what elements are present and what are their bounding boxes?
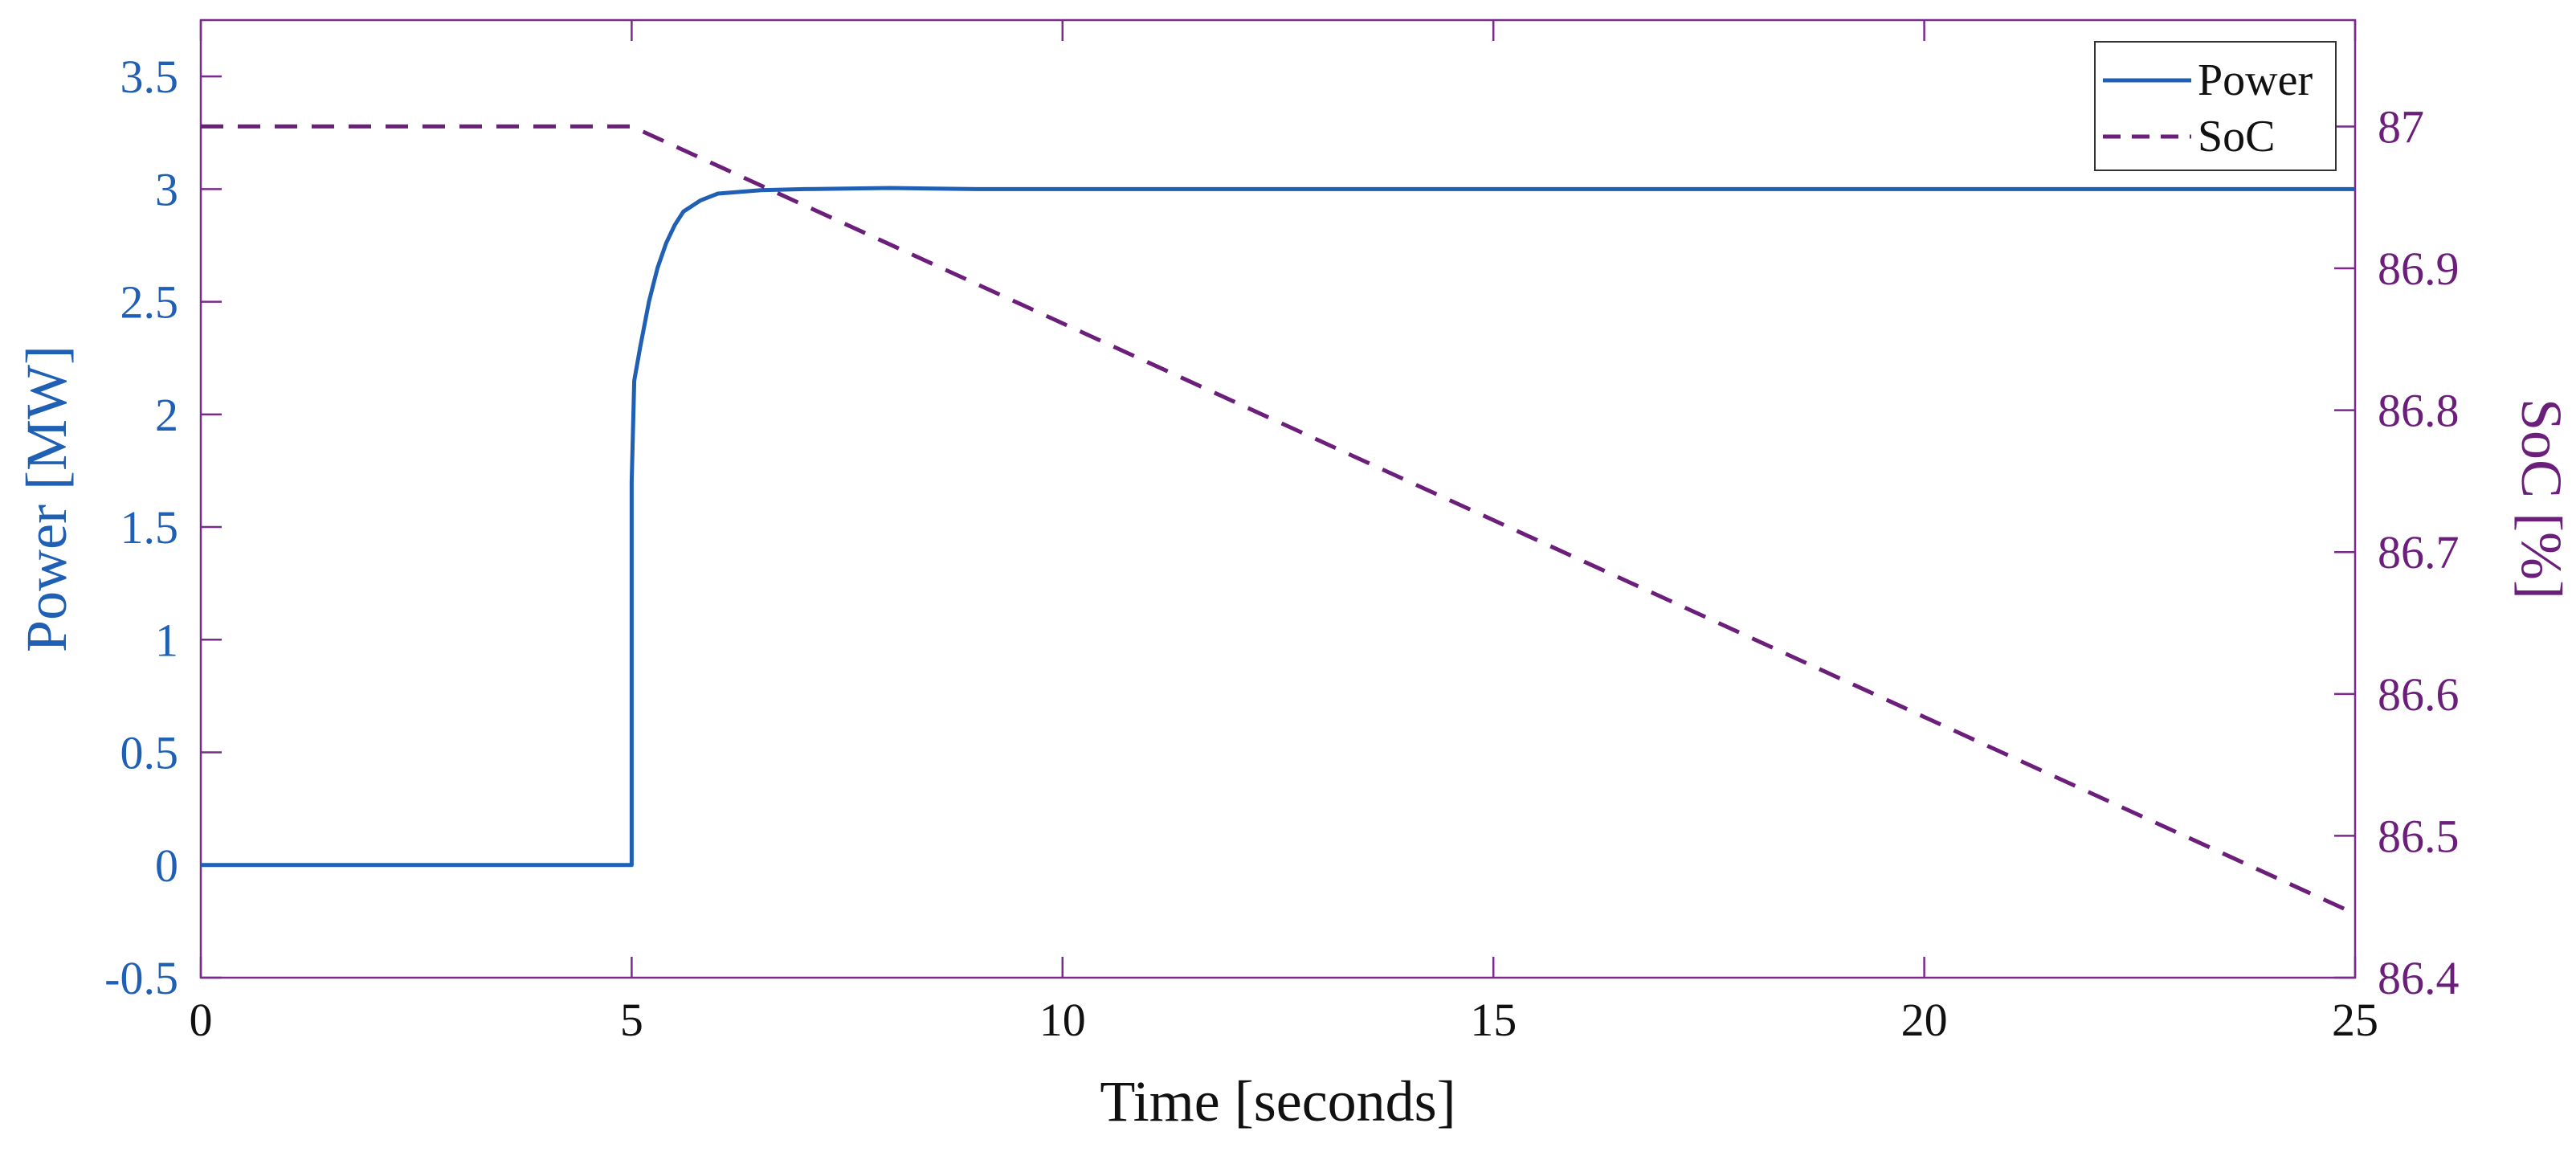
y-left-tick-label: 0.5 <box>120 727 179 779</box>
plot-frame <box>199 18 2357 979</box>
y-left-tick-label: 1 <box>155 614 178 666</box>
x-tick-label: 20 <box>1901 994 1948 1046</box>
legend-entry-power: Power <box>2198 55 2313 105</box>
y-right-axis-label: SoC [%] <box>2509 398 2574 599</box>
x-axis-ticks: 0 5 10 15 20 25 <box>190 994 2379 1046</box>
y-left-tick-label: 2 <box>155 389 178 441</box>
y-right-tick-label: 86.9 <box>2378 243 2460 295</box>
y-right-tick-label: 86.4 <box>2378 952 2460 1004</box>
y-right-tick-label: 86.8 <box>2378 385 2460 437</box>
legend: Power SoC <box>2094 41 2337 171</box>
y-left-tick-label: 3.5 <box>120 51 179 103</box>
plot-area <box>199 18 2357 979</box>
y-left-axis-label: Power [MW] <box>14 345 79 652</box>
legend-entry-soc: SoC <box>2198 112 2276 161</box>
left-axis-ticks: -0.5 0 0.5 1 1.5 2 2.5 3 3.5 <box>104 51 178 1004</box>
x-tick-label: 0 <box>190 994 213 1046</box>
series-line-power <box>201 186 2355 868</box>
legend-box <box>2094 41 2337 171</box>
x-tick-label: 15 <box>1470 994 1517 1046</box>
y-left-tick-label: 3 <box>155 163 178 215</box>
y-right-tick-label: 86.6 <box>2378 668 2460 721</box>
y-left-tick-label: -0.5 <box>104 952 178 1004</box>
y-left-tick-label: 1.5 <box>120 501 179 554</box>
right-axis-ticks: 86.4 86.5 86.6 86.7 86.8 86.9 87 <box>2378 100 2460 1004</box>
y-left-tick-label: 0 <box>155 839 178 892</box>
y-right-tick-label: 86.7 <box>2378 526 2460 578</box>
y-right-tick-label: 86.5 <box>2378 810 2460 862</box>
x-tick-label: 25 <box>2332 994 2378 1046</box>
x-axis-label: Time [seconds] <box>1100 1069 1455 1134</box>
y-right-tick-label: 87 <box>2378 100 2424 153</box>
x-tick-label: 5 <box>620 994 643 1046</box>
x-tick-label: 10 <box>1039 994 1086 1046</box>
y-left-tick-label: 2.5 <box>120 276 179 329</box>
